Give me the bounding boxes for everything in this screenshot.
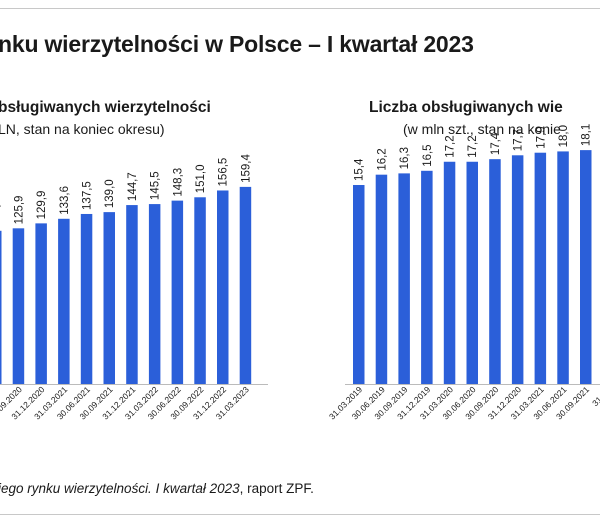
- charts-canvas: 123,9 125,930.09.2020129,931.12.2020133,6…: [0, 124, 600, 421]
- right-bar: [421, 170, 433, 384]
- right-data-label: 16,5: [422, 144, 434, 166]
- left-bar: [80, 213, 93, 384]
- left-data-label: 129,9: [36, 191, 48, 220]
- right-bar: [443, 161, 456, 384]
- left-bar: [35, 223, 47, 384]
- left-data-label: 151,0: [195, 164, 207, 193]
- right-data-label: 17,9: [535, 126, 547, 148]
- left-bar: [103, 212, 115, 384]
- left-data-label: 139,0: [104, 179, 116, 208]
- left-chart-subtitle: LN, stan na koniec okresu): [0, 121, 165, 137]
- left-data-label: 125,9: [13, 196, 25, 225]
- right-bar: [534, 152, 547, 384]
- left-bar: [194, 197, 206, 384]
- left-bar: [239, 186, 252, 384]
- right-bar: [353, 185, 365, 384]
- right-bar: [580, 150, 592, 384]
- right-bar: [511, 155, 524, 384]
- top-rule: [0, 8, 600, 9]
- right-tick-label: 31.12.: [590, 384, 600, 408]
- right-data-label: 16,3: [399, 147, 411, 169]
- left-bar: [58, 218, 70, 384]
- right-data-label: 16,2: [376, 148, 388, 170]
- left-data-label: 144,7: [127, 172, 139, 201]
- source-note: iego rynku wierzytelności. I kwartał 202…: [0, 481, 314, 496]
- page-title: nku wierzytelności w Polsce – I kwartał …: [0, 31, 474, 57]
- left-data-label: 133,6: [59, 186, 71, 215]
- left-data-label: 137,5: [82, 181, 94, 210]
- left-bar: [126, 205, 138, 384]
- left-chart-title: bsługiwanych wierzytelności: [0, 99, 211, 116]
- right-bar: [398, 173, 410, 384]
- right-chart-title: Liczba obsługiwanych wie: [369, 99, 563, 116]
- right-data-label: 18,1: [581, 124, 593, 146]
- right-data-label: 17,4: [490, 132, 502, 155]
- right-data-label: 18,0: [558, 125, 570, 147]
- left-bar: [148, 204, 161, 384]
- left-data-label: 148,3: [172, 168, 184, 197]
- left-bar: [0, 230, 2, 384]
- right-data-label: 17,2: [467, 135, 479, 157]
- right-data-label: 17,7: [513, 129, 525, 151]
- right-bar: [557, 151, 569, 384]
- left-bar: [217, 190, 229, 384]
- right-bar: [489, 159, 501, 384]
- bottom-rule: [0, 514, 600, 515]
- right-data-label: 17,2: [445, 135, 457, 157]
- left-data-label: 156,5: [218, 158, 230, 187]
- left-data-label: 159,4: [240, 154, 252, 183]
- left-bar: [171, 200, 184, 384]
- left-data-label: 145,5: [150, 171, 162, 200]
- left-bar: [12, 228, 25, 384]
- right-bar: [375, 174, 388, 384]
- left-data-label: 123,9: [0, 198, 3, 227]
- source-note-rest: , raport ZPF.: [239, 481, 314, 496]
- right-bar: [466, 161, 478, 384]
- right-chart-subtitle: (w mln szt., stan na konie: [403, 121, 561, 137]
- right-data-label: 15,4: [354, 158, 366, 181]
- source-note-italic: iego rynku wierzytelności. I kwartał 202…: [0, 481, 240, 496]
